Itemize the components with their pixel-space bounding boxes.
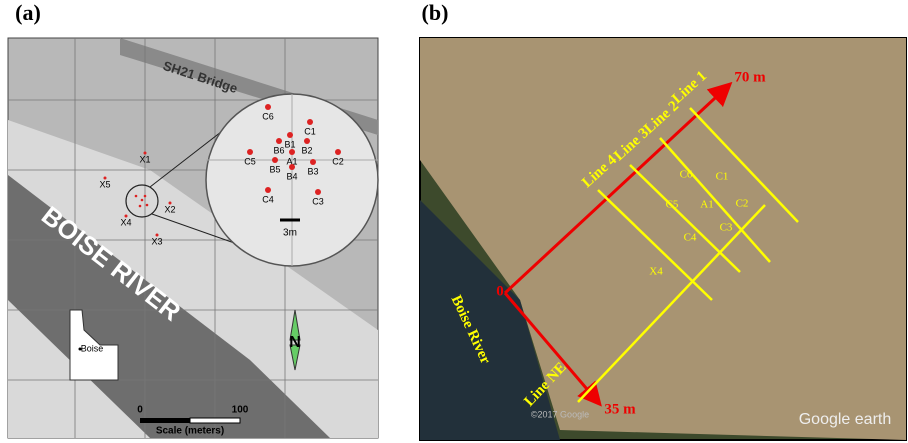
well-label: X2 bbox=[164, 204, 175, 214]
point bbox=[247, 149, 253, 155]
point bbox=[289, 164, 295, 170]
brand: Google earth bbox=[799, 411, 892, 428]
inset-scale-label: 3m bbox=[283, 228, 297, 239]
panel-label: (a) bbox=[15, 0, 41, 25]
well-label: X5 bbox=[99, 179, 110, 189]
point bbox=[287, 132, 293, 138]
point bbox=[307, 119, 313, 125]
point bbox=[276, 138, 282, 144]
origin-label: 0 bbox=[496, 283, 504, 299]
distance-label: 35 m bbox=[604, 401, 636, 417]
point-label: B2 bbox=[301, 145, 312, 155]
credit: ©2017 Google bbox=[531, 409, 589, 419]
point-label: B6 bbox=[273, 145, 284, 155]
point-label: C3 bbox=[312, 196, 324, 206]
point-label: X4 bbox=[649, 266, 663, 278]
point-label: B1 bbox=[284, 139, 295, 149]
point-label: C3 bbox=[720, 222, 733, 234]
point-label: C6 bbox=[680, 169, 693, 181]
site-point bbox=[141, 199, 144, 202]
point-label: C5 bbox=[244, 156, 256, 166]
north-label: N bbox=[289, 334, 301, 351]
point-label: C6 bbox=[262, 111, 274, 121]
point-label: A1 bbox=[700, 199, 713, 211]
point bbox=[289, 149, 295, 155]
well-label: X1 bbox=[139, 154, 150, 164]
point-label: C2 bbox=[736, 198, 749, 210]
scale-title: Scale (meters) bbox=[156, 426, 224, 437]
point bbox=[315, 189, 321, 195]
point-label: C5 bbox=[666, 199, 679, 211]
site-point bbox=[139, 205, 142, 208]
distance-label: 70 m bbox=[734, 69, 766, 85]
point-label: C1 bbox=[304, 126, 316, 136]
point-label: B4 bbox=[286, 171, 297, 181]
scale-tick: 100 bbox=[232, 405, 249, 416]
figure: (a)(b)SH21 BridgeBOISE RIVERC6C1B1B6B2C5… bbox=[0, 0, 908, 443]
point bbox=[265, 104, 271, 110]
panel-label: (b) bbox=[422, 0, 449, 25]
point-label: C1 bbox=[716, 171, 729, 183]
point-label: B5 bbox=[269, 164, 280, 174]
city-label: Boise bbox=[81, 343, 104, 353]
point-label: C4 bbox=[262, 194, 274, 204]
site-point bbox=[144, 195, 147, 198]
point bbox=[272, 157, 278, 163]
point-label: C4 bbox=[684, 232, 697, 244]
point bbox=[335, 149, 341, 155]
site-point bbox=[146, 204, 149, 207]
point bbox=[265, 187, 271, 193]
point bbox=[310, 159, 316, 165]
well-label: X3 bbox=[151, 236, 162, 246]
point bbox=[304, 138, 310, 144]
scale-bar bbox=[140, 418, 190, 423]
point-label: B3 bbox=[307, 166, 318, 176]
site-point bbox=[135, 195, 138, 198]
scale-tick: 0 bbox=[137, 405, 143, 416]
well-label: X4 bbox=[120, 217, 131, 227]
point-label: C2 bbox=[332, 156, 344, 166]
scale-bar bbox=[190, 418, 240, 423]
